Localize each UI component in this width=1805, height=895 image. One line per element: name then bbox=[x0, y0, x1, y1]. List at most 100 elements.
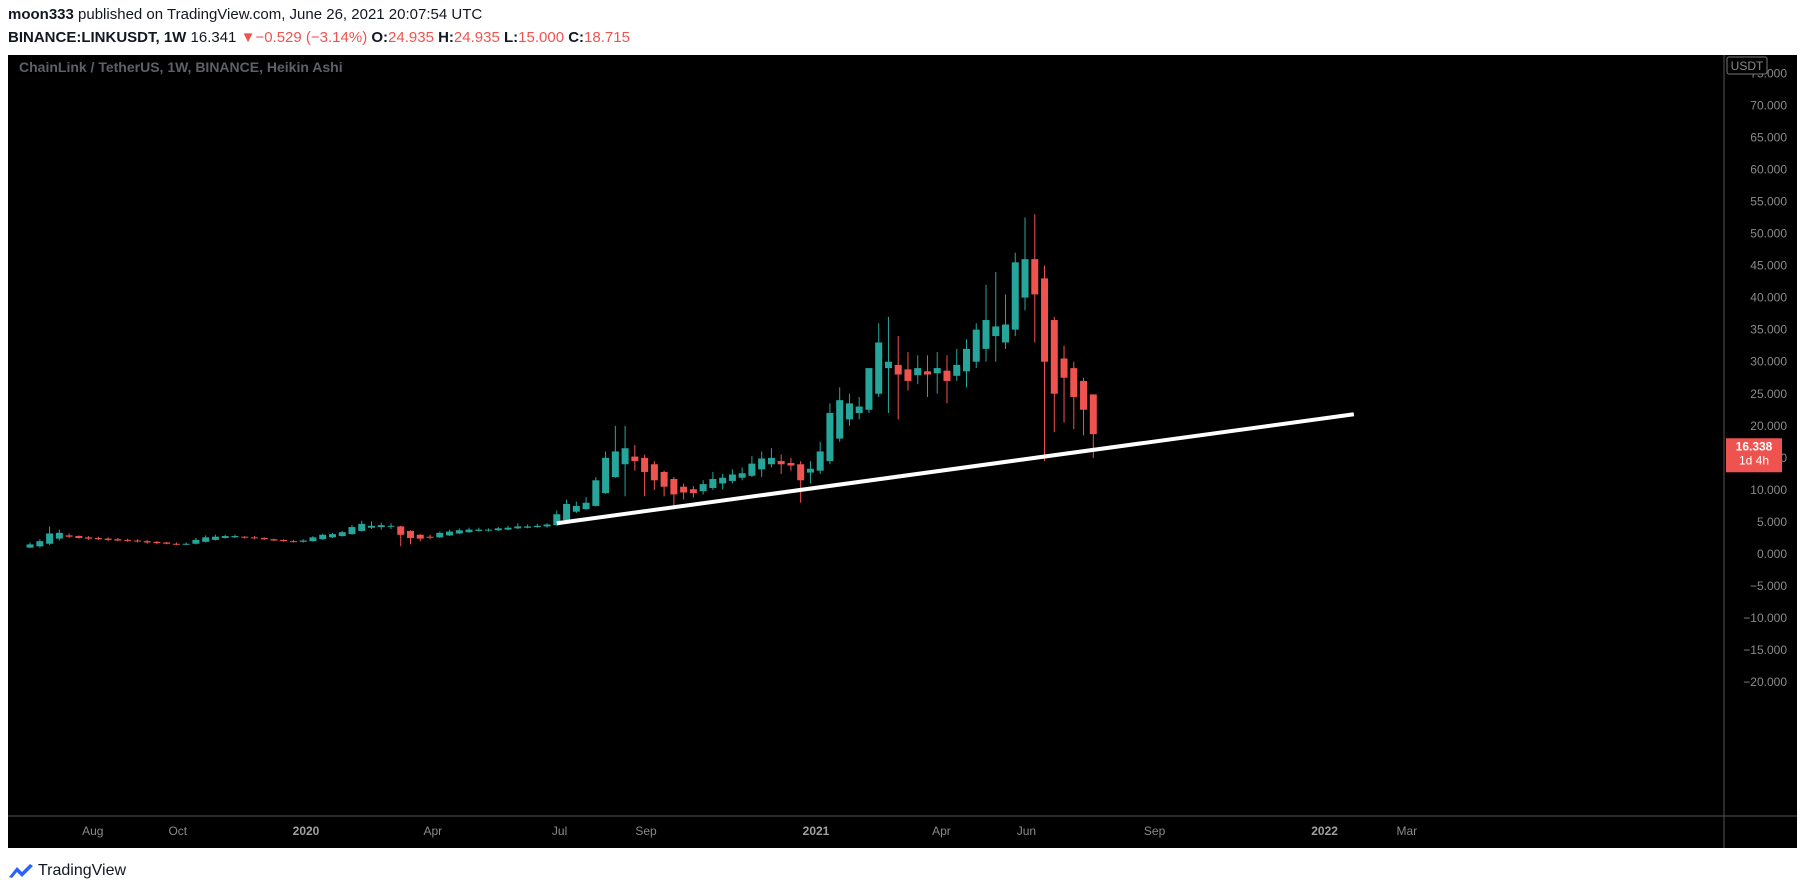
candle[interactable] bbox=[797, 461, 805, 503]
candle[interactable] bbox=[1002, 294, 1010, 349]
candle[interactable] bbox=[572, 501, 580, 513]
candle[interactable] bbox=[972, 323, 980, 369]
candle[interactable] bbox=[426, 534, 434, 540]
candle[interactable] bbox=[738, 467, 746, 481]
candle[interactable] bbox=[621, 425, 629, 497]
candle[interactable] bbox=[680, 483, 688, 500]
candle[interactable] bbox=[85, 536, 93, 540]
candle[interactable] bbox=[923, 355, 931, 397]
candle[interactable] bbox=[836, 387, 844, 442]
candle[interactable] bbox=[75, 535, 83, 539]
candle[interactable] bbox=[904, 352, 912, 391]
candle[interactable] bbox=[231, 534, 239, 538]
candle[interactable] bbox=[689, 486, 697, 498]
candle[interactable] bbox=[289, 539, 297, 543]
tradingview-footer[interactable]: TradingView bbox=[8, 858, 126, 884]
candle[interactable] bbox=[494, 527, 502, 531]
candle[interactable] bbox=[319, 533, 327, 540]
candle[interactable] bbox=[36, 539, 44, 548]
candle[interactable] bbox=[826, 403, 834, 465]
candle[interactable] bbox=[94, 536, 102, 540]
candle[interactable] bbox=[377, 522, 385, 530]
candle[interactable] bbox=[309, 536, 317, 542]
candle[interactable] bbox=[767, 448, 775, 468]
candle[interactable] bbox=[202, 535, 210, 543]
candle[interactable] bbox=[816, 441, 824, 474]
candle[interactable] bbox=[241, 536, 249, 539]
candle[interactable] bbox=[55, 529, 63, 541]
candle[interactable] bbox=[455, 528, 463, 535]
candle[interactable] bbox=[884, 316, 892, 413]
time-axis[interactable]: Aug Oct 2020 Apr Jul Sep 2021 Apr Jun Sep 2022 Mar bbox=[82, 824, 1417, 838]
candle[interactable] bbox=[806, 461, 814, 484]
candle[interactable] bbox=[416, 534, 424, 542]
candle[interactable] bbox=[962, 339, 970, 388]
candle[interactable] bbox=[485, 528, 493, 532]
candle[interactable] bbox=[982, 284, 990, 362]
candle[interactable] bbox=[153, 541, 161, 545]
candle[interactable] bbox=[192, 537, 200, 545]
candle[interactable] bbox=[1060, 345, 1068, 423]
candle[interactable] bbox=[348, 525, 356, 535]
candle[interactable] bbox=[338, 530, 346, 537]
candle[interactable] bbox=[504, 525, 512, 531]
candle[interactable] bbox=[1021, 217, 1029, 311]
candle[interactable] bbox=[914, 355, 922, 385]
candle[interactable] bbox=[845, 393, 853, 426]
candle[interactable] bbox=[299, 539, 307, 543]
candle[interactable] bbox=[65, 533, 73, 538]
candle[interactable] bbox=[631, 445, 639, 471]
candle[interactable] bbox=[1041, 265, 1049, 462]
candle[interactable] bbox=[602, 451, 610, 494]
candle[interactable] bbox=[328, 532, 336, 538]
candle[interactable] bbox=[650, 461, 658, 490]
candle[interactable] bbox=[660, 470, 668, 497]
trend-line[interactable] bbox=[556, 412, 1355, 526]
candle[interactable] bbox=[855, 396, 863, 420]
candle[interactable] bbox=[475, 527, 483, 532]
candle[interactable] bbox=[719, 473, 727, 490]
candle[interactable] bbox=[875, 323, 883, 397]
candle[interactable] bbox=[582, 496, 590, 510]
candle[interactable] bbox=[709, 471, 717, 490]
candle[interactable] bbox=[26, 542, 34, 549]
candle[interactable] bbox=[533, 523, 541, 528]
candle[interactable] bbox=[211, 534, 219, 541]
candle[interactable] bbox=[46, 526, 54, 546]
candle[interactable] bbox=[758, 451, 766, 478]
candle[interactable] bbox=[563, 499, 571, 521]
candle[interactable] bbox=[358, 520, 366, 532]
chart-container[interactable]: 75.000 70.000 65.000 60.000 55.000 50.000 45.0… bbox=[8, 55, 1797, 848]
candle[interactable] bbox=[1089, 394, 1097, 458]
candle[interactable] bbox=[894, 336, 902, 420]
candle[interactable] bbox=[407, 530, 415, 545]
candle[interactable] bbox=[787, 457, 795, 471]
candle[interactable] bbox=[182, 542, 190, 546]
candle[interactable] bbox=[1080, 377, 1088, 436]
author-name[interactable]: moon333 bbox=[8, 6, 74, 23]
candle[interactable] bbox=[270, 538, 278, 542]
candle[interactable] bbox=[524, 524, 532, 529]
candle[interactable] bbox=[260, 537, 268, 540]
candle[interactable] bbox=[777, 454, 785, 474]
candle[interactable] bbox=[104, 537, 112, 542]
candle[interactable] bbox=[514, 523, 522, 530]
candle[interactable] bbox=[953, 348, 961, 381]
candle[interactable] bbox=[143, 539, 151, 544]
candle[interactable] bbox=[133, 539, 141, 543]
candle[interactable] bbox=[699, 480, 707, 495]
candle[interactable] bbox=[124, 538, 132, 542]
candle[interactable] bbox=[1011, 252, 1019, 337]
candle[interactable] bbox=[865, 368, 873, 413]
candle[interactable] bbox=[114, 537, 122, 542]
candle[interactable] bbox=[943, 355, 951, 404]
candle[interactable] bbox=[933, 352, 941, 394]
candle[interactable] bbox=[163, 541, 171, 545]
candle[interactable] bbox=[543, 523, 551, 528]
candle[interactable] bbox=[280, 539, 288, 542]
candle[interactable] bbox=[250, 536, 258, 540]
candle[interactable] bbox=[641, 454, 649, 497]
candle[interactable] bbox=[397, 525, 405, 547]
candle[interactable] bbox=[748, 455, 756, 478]
candle[interactable] bbox=[1050, 316, 1058, 433]
